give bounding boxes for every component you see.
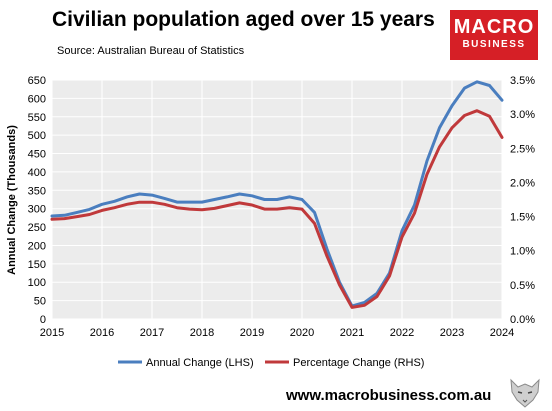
- x-tick-label: 2019: [240, 327, 264, 339]
- y-right-tick-label: 2.0%: [510, 177, 535, 189]
- macrobusiness-logo: MACRO BUSINESS: [450, 10, 538, 60]
- y-left-tick-label: 300: [28, 204, 46, 216]
- y-right-tick-label: 3.5%: [510, 75, 535, 87]
- x-tick-label: 2016: [90, 327, 114, 339]
- legend-label: Annual Change (LHS): [146, 357, 254, 369]
- x-tick-label: 2020: [290, 327, 314, 339]
- y-right-tick-label: 0.5%: [510, 280, 535, 292]
- y-left-tick-label: 100: [28, 277, 46, 289]
- x-tick-labels: 2015 2016 2017 2018 2019 2020 2021 2022 2023 2024: [40, 327, 514, 339]
- legend-label: Percentage Change (RHS): [293, 357, 424, 369]
- y-axis-label: Annual Change (Thousands): [6, 125, 18, 275]
- y-left-tick-label: 500: [28, 130, 46, 142]
- chart-source: Source: Australian Bureau of Statistics: [57, 45, 245, 57]
- series-line-percentage-change: [50, 109, 504, 309]
- y-right-tick-label: 0.0%: [510, 314, 535, 326]
- logo-line-2: BUSINESS: [462, 39, 526, 50]
- y-left-tick-label: 200: [28, 240, 46, 252]
- y-left-tick-label: 600: [28, 93, 46, 105]
- y-left-tick-label: 150: [28, 259, 46, 271]
- x-tick-label: 2015: [40, 327, 64, 339]
- y-left-tick-label: 650: [28, 75, 46, 87]
- y-left-tick-label: 250: [28, 222, 46, 234]
- footer-url: www.macrobusiness.com.au: [286, 387, 492, 404]
- chart-title: Civilian population aged over 15 years: [52, 8, 435, 31]
- y-right-tick-label: 1.5%: [510, 212, 535, 224]
- y-right-tick-label: 1.0%: [510, 246, 535, 258]
- y-right-tick-label: 2.5%: [510, 143, 535, 155]
- y-right-tick-labels: 0.0% 0.5% 1.0% 1.5% 2.0% 2.5% 3.0% 3.5%: [510, 75, 535, 326]
- series-line-annual-change: [50, 80, 504, 308]
- y-right-tick-label: 3.0%: [510, 109, 535, 121]
- y-left-tick-label: 350: [28, 185, 46, 197]
- x-tick-label: 2024: [490, 327, 514, 339]
- y-left-tick-labels: 0 50 100 150 200 250 300 350 400 450 500 550 600 650: [28, 75, 46, 326]
- x-tick-label: 2021: [340, 327, 364, 339]
- gridlines: [51, 79, 503, 320]
- y-left-tick-label: 0: [40, 314, 46, 326]
- x-tick-label: 2017: [140, 327, 164, 339]
- legend: Annual Change (LHS) Percentage Change (RH…: [118, 357, 424, 369]
- y-left-tick-label: 450: [28, 149, 46, 161]
- y-left-tick-label: 550: [28, 112, 46, 124]
- logo-line-1: MACRO: [453, 16, 535, 38]
- x-tick-label: 2018: [190, 327, 214, 339]
- x-tick-label: 2022: [390, 327, 414, 339]
- y-left-tick-label: 50: [34, 296, 46, 308]
- y-left-tick-label: 400: [28, 167, 46, 179]
- series-lines: [50, 80, 504, 309]
- wolf-head-icon: [510, 378, 540, 408]
- x-tick-label: 2023: [440, 327, 464, 339]
